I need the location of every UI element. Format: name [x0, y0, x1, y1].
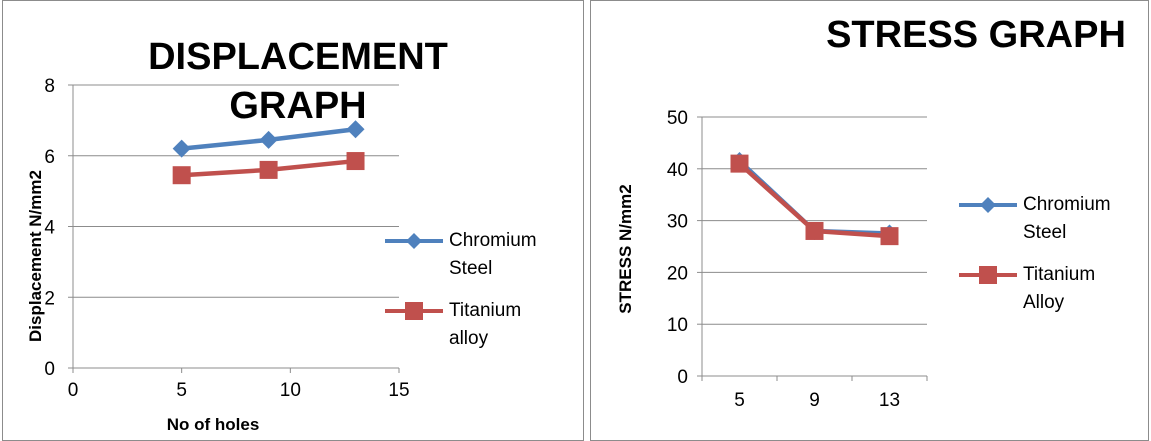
stress-y-axis-label: STRESS N/mm2 — [616, 184, 635, 314]
displacement-x-axis-label: No of holes — [166, 415, 260, 434]
y-tick-label: 20 — [667, 263, 688, 284]
x-tick-label: 9 — [809, 390, 820, 411]
data-point — [259, 130, 278, 149]
legend-item-titanium-alloy: Titanium alloy — [383, 297, 559, 353]
data-point — [172, 166, 191, 185]
legend-label: Titanium Alloy — [1023, 264, 1096, 313]
legend-label: Chromium Steel — [449, 230, 537, 279]
x-tick-label: 10 — [280, 380, 301, 401]
data-point — [172, 139, 191, 158]
data-point — [730, 154, 749, 173]
legend-marker-diamond — [959, 197, 1017, 213]
data-point — [346, 152, 365, 171]
displacement-legend: Chromium Steel Titanium alloy — [383, 227, 559, 367]
x-tick-label: 13 — [879, 390, 900, 411]
y-tick-label: 6 — [44, 147, 55, 168]
y-tick-label: 4 — [44, 218, 55, 239]
legend-marker-diamond — [385, 233, 443, 249]
y-tick-label: 50 — [667, 108, 688, 129]
displacement-chart-plot: 0 5 10 15 0 2 4 6 8 — [44, 76, 409, 401]
legend-item-chromium-steel: Chromium Steel — [957, 191, 1133, 247]
legend-item-chromium-steel: Chromium Steel — [383, 227, 559, 283]
stress-chart-plot: 5 9 13 0 10 20 30 40 50 — [667, 108, 928, 411]
legend-label: Titanium alloy — [449, 300, 522, 349]
y-tick-label: 8 — [44, 76, 55, 97]
stress-legend: Chromium Steel Titanium Alloy — [957, 191, 1133, 331]
data-point — [880, 227, 899, 246]
y-tick-label: 30 — [667, 212, 688, 233]
y-tick-label: 0 — [44, 359, 55, 380]
stress-chart-title: STRESS GRAPH — [826, 14, 1126, 56]
x-tick-label: 0 — [68, 380, 79, 401]
legend-label: Chromium Steel — [1023, 194, 1111, 243]
data-point — [805, 221, 824, 240]
y-tick-label: 0 — [677, 367, 688, 388]
data-point — [259, 160, 278, 179]
data-point — [346, 120, 365, 139]
legend-marker-square — [959, 266, 1017, 284]
x-tick-label: 5 — [176, 380, 187, 401]
legend-item-titanium-alloy: Titanium Alloy — [957, 261, 1133, 317]
y-tick-label: 10 — [667, 315, 688, 336]
displacement-y-axis-label: Displacement N/mm2 — [26, 170, 45, 342]
displacement-chart-title: DISPLACEMENT GRAPH — [148, 36, 448, 128]
stress-chart-panel: 5 9 13 0 10 20 30 40 50 STRESS N/mm2 STRESS GRAP… — [590, 0, 1149, 441]
y-tick-label: 40 — [667, 160, 688, 181]
y-tick-label: 2 — [44, 288, 55, 309]
legend-marker-square — [385, 302, 443, 320]
x-tick-label: 15 — [388, 380, 409, 401]
x-tick-label: 5 — [734, 390, 745, 411]
displacement-chart-panel: 0 5 10 15 0 2 4 6 8 Displacement N/mm2 No of hol… — [2, 0, 584, 441]
